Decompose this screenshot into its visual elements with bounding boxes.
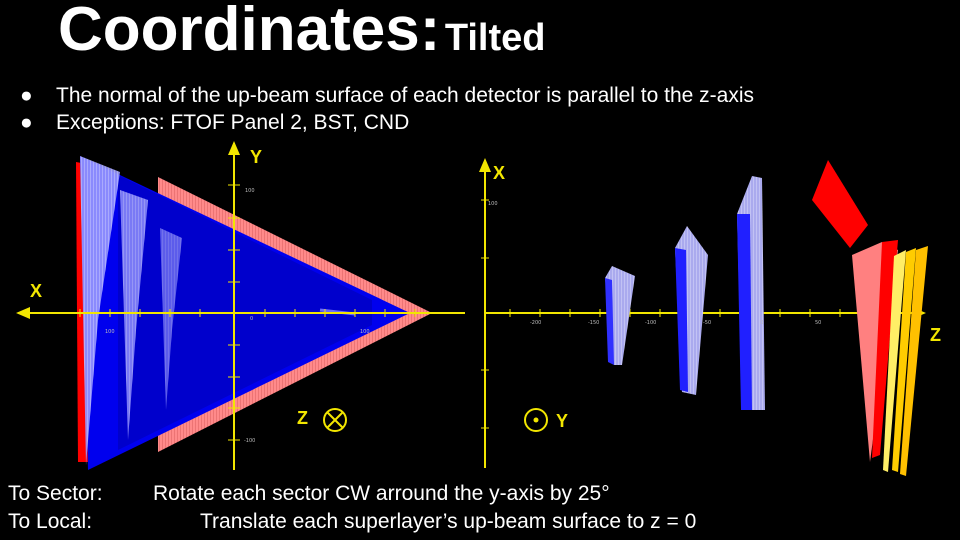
dc-light-wedge [120,190,148,440]
tick-label: -50 [703,320,712,326]
tick-label: 0 [250,316,254,322]
dc-region-1-edge [605,278,614,365]
right-axis-x-label: X [493,163,506,183]
bullet-text: The normal of the up-beam surface of eac… [56,84,755,107]
ftof-panel-1b [872,240,898,458]
ftof-panel-2 [812,160,868,248]
right-axis-z-label: Z [930,325,941,345]
left-ticks [79,184,416,441]
transform-label: To Local: [8,510,93,533]
tick-label: -100 [244,438,256,444]
dc-region-2-edge [675,248,688,392]
tick-label: -150 [588,320,600,326]
ec-panel-2 [892,248,916,472]
into-page-icon [323,408,347,432]
page-title: Coordinates: Tilted [58,0,545,65]
y-axis-arrow [228,141,240,155]
left-axis-y-label: Y [250,147,263,167]
out-of-page-icon-dot [533,417,539,423]
tick-label: 50 [815,320,822,326]
tick-label: -100 [645,320,657,326]
transform-line-sector: To Sector: Rotate each sector CW arround … [8,482,610,506]
tick-label: -200 [530,320,542,326]
ec-panel-3 [900,246,928,476]
title-sub: Tilted [444,17,546,59]
into-page-icon-cross [326,411,344,429]
bullet-item: ● The normal of the up-beam surface of ea… [20,84,755,107]
x-axis-arrow-right [479,158,491,172]
dc-light-wedge [80,156,120,465]
transform-label: To Sector: [8,482,103,505]
transform-line-local: To Local: Translate each superlayer’s up-… [8,510,696,534]
ec-panel-1 [883,250,906,472]
tick-label: 0 [760,320,764,326]
bullet-list: ● The normal of the up-beam surface of ea… [20,82,754,136]
tick-label: 100 [105,329,115,335]
left-axis-x-label: X [30,281,43,301]
out-of-page-icon [524,408,548,432]
bullet-text: Exceptions: FTOF Panel 2, BST, CND [56,111,410,134]
dc-light-wedge [160,228,182,410]
x-axis-arrow [16,307,30,319]
tick-label: 100 [488,201,498,207]
right-axis-y-label: Y [556,411,569,431]
left-axis-z-label: Z [297,408,308,428]
transform-text: Translate each superlayer’s up-beam surf… [200,510,697,533]
tick-label: 100 [360,329,370,335]
title-main: Coordinates: [58,0,441,64]
transform-text: Rotate each sector CW arround the y-axis… [153,482,610,505]
bullet-item: ● Exceptions: FTOF Panel 2, BST, CND [20,111,410,134]
dc-region-3-edge [737,214,752,410]
tick-label: 100 [245,188,255,194]
